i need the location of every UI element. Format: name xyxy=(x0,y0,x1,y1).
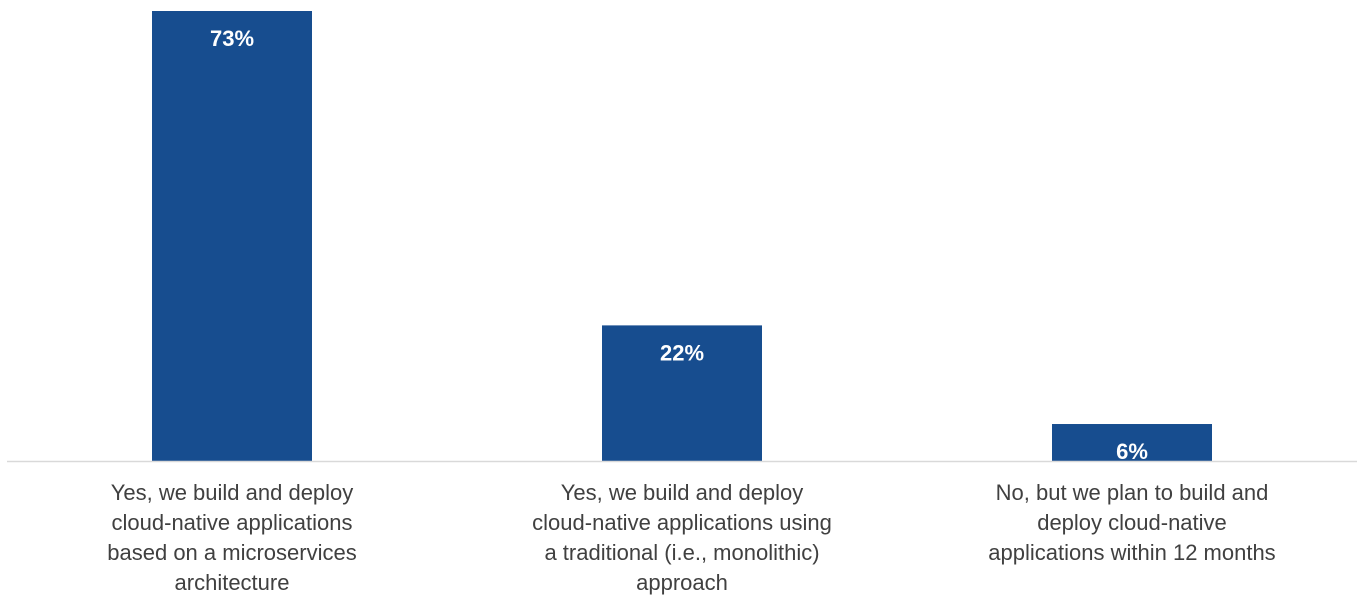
bar-value-label-1: 22% xyxy=(660,340,704,365)
bar-2 xyxy=(1052,424,1212,461)
bar-1 xyxy=(602,325,762,461)
category-label-traditional: Yes, we build and deploy cloud-native ap… xyxy=(532,480,832,595)
bar-chart: 73% 22% 6% xyxy=(7,11,1357,464)
category-label-plan-12-months: No, but we plan to build and deploy clou… xyxy=(988,480,1276,565)
bar-value-label-2: 6% xyxy=(1116,439,1148,464)
bars-group: 73% 22% 6% xyxy=(152,11,1212,464)
bar-value-label-0: 73% xyxy=(210,26,254,51)
category-label-microservices: Yes, we build and deploy cloud-native ap… xyxy=(107,480,357,595)
bar-0 xyxy=(152,11,312,461)
